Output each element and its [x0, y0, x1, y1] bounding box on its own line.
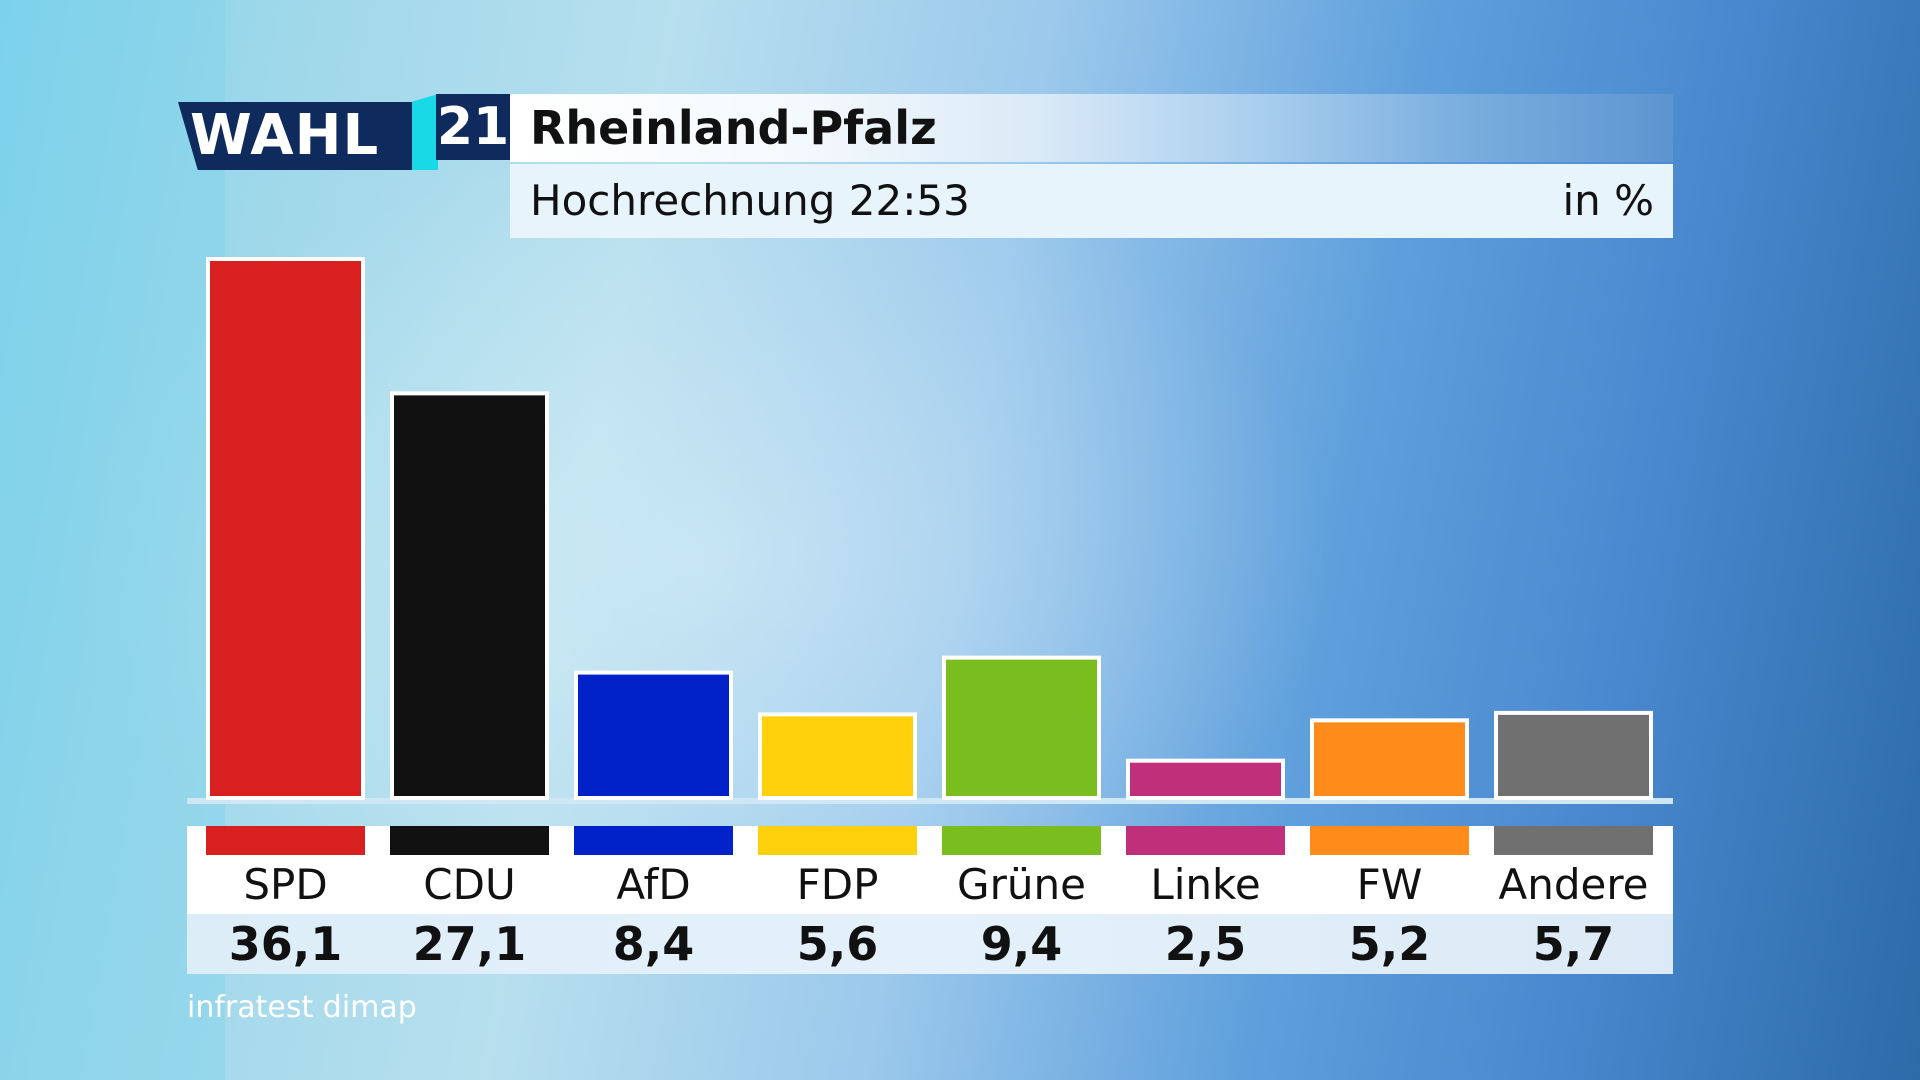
- logo-year: 21: [436, 94, 510, 160]
- swatch-spd: [206, 826, 365, 855]
- value-label-fw: 5,2: [1348, 917, 1431, 971]
- party-label-spd: SPD: [243, 860, 328, 909]
- swatch-gr-ne: [942, 826, 1101, 855]
- value-label-fdp: 5,6: [796, 917, 879, 971]
- value-label-gr-ne: 9,4: [980, 917, 1063, 971]
- swatch-linke: [1126, 826, 1285, 855]
- value-label-cdu: 27,1: [412, 917, 527, 971]
- swatch-andere: [1494, 826, 1653, 855]
- bar-afd: [574, 670, 733, 801]
- subtitle-bar: [510, 164, 1673, 238]
- swatch-fdp: [758, 826, 917, 855]
- value-label-afd: 8,4: [612, 917, 695, 971]
- logo-wahl-badge: [178, 102, 425, 170]
- unit-label: in %: [1562, 176, 1654, 225]
- party-label-linke: Linke: [1150, 860, 1261, 909]
- source-credit: infratest dimap: [187, 990, 417, 1025]
- value-label-spd: 36,1: [228, 917, 343, 971]
- party-label-gr-ne: Grüne: [957, 860, 1086, 909]
- title-bar: [510, 94, 1673, 162]
- value-label-andere: 5,7: [1532, 917, 1615, 971]
- swatch-cdu: [390, 826, 549, 855]
- bar-cdu: [390, 391, 549, 800]
- party-value-row: [187, 914, 1673, 974]
- party-label-cdu: CDU: [423, 860, 516, 909]
- party-label-fw: FW: [1356, 860, 1423, 909]
- bar-fw: [1310, 718, 1469, 800]
- swatch-fw: [1310, 826, 1469, 855]
- party-label-andere: Andere: [1498, 860, 1649, 909]
- logo-accent-stripe: [412, 94, 438, 170]
- party-label-afd: AfD: [616, 860, 691, 909]
- chart-title: Rheinland-Pfalz: [530, 101, 937, 155]
- bar-linke: [1126, 758, 1285, 801]
- chart-baseline: [187, 798, 1673, 804]
- bar-fdp: [758, 712, 917, 801]
- swatch-afd: [574, 826, 733, 855]
- logo-wahl-text: WAHL: [190, 103, 380, 168]
- bar-spd: [206, 257, 365, 800]
- bar-andere: [1494, 710, 1653, 800]
- value-label-linke: 2,5: [1164, 917, 1247, 971]
- bar-gr-ne: [942, 655, 1101, 800]
- chart-subtitle: Hochrechnung 22:53: [530, 176, 970, 225]
- party-label-fdp: FDP: [796, 860, 879, 909]
